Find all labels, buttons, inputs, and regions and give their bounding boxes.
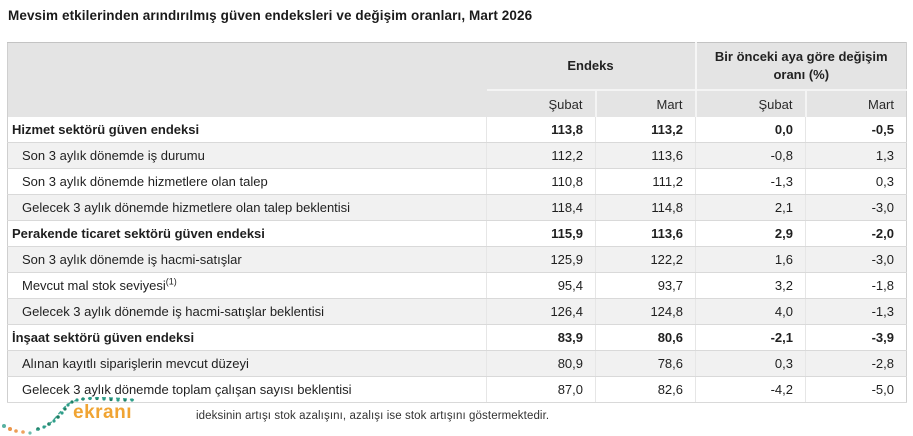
table-row: İnşaat sektörü güven endeksi 83,9 80,6 -2,1… bbox=[7, 324, 907, 351]
row-label: Gelecek 3 aylık dönemde iş hacmi-satışla… bbox=[7, 298, 487, 325]
row-label: Gelecek 3 aylık dönemde hizmetlere olan … bbox=[7, 194, 487, 221]
cell-value: 113,2 bbox=[595, 117, 696, 143]
cell-value: 87,0 bbox=[486, 376, 596, 403]
cell-value: -3,9 bbox=[805, 324, 907, 351]
cell-value: -0,8 bbox=[695, 142, 806, 169]
cell-value: 80,6 bbox=[595, 324, 696, 351]
table-row: Son 3 aylık dönemde iş hacmi-satışlar 125… bbox=[7, 246, 907, 273]
confidence-table: Endeks Bir önceki aya göre değişim oranı… bbox=[7, 42, 907, 403]
page-title: Mevsim etkilerinden arındırılmış güven e… bbox=[8, 8, 533, 23]
table-row: Hizmet sektörü güven endeksi 113,8 113,2 0,… bbox=[7, 117, 907, 143]
table-row: Son 3 aylık dönemde iş durumu 112,2 113,6-… bbox=[7, 142, 907, 169]
subheader-month-2: Şubat bbox=[694, 89, 806, 117]
row-label: Perakende ticaret sektörü güven endeksi bbox=[7, 220, 487, 247]
cell-value: 124,8 bbox=[595, 298, 696, 325]
header-group-row: Endeks Bir önceki aya göre değişim oranı… bbox=[7, 42, 907, 117]
cell-value: 113,8 bbox=[486, 117, 596, 143]
row-label: Son 3 aylık dönemde iş durumu bbox=[7, 142, 487, 169]
subheader-month-1: Mart bbox=[594, 89, 696, 117]
row-label: Alınan kayıtlı siparişlerin mevcut düzey… bbox=[7, 350, 487, 377]
logo-wordmark: ekranı bbox=[73, 402, 132, 423]
subheader-month-0: Şubat bbox=[486, 89, 596, 117]
row-label: Son 3 aylık dönemde iş hacmi-satışlar bbox=[7, 246, 487, 273]
cell-value: 0,3 bbox=[805, 168, 907, 195]
cell-value: -1,3 bbox=[695, 168, 806, 195]
table-row: Mevcut mal stok seviyesi(1) 95,4 93,7 3,2 -1… bbox=[7, 272, 907, 299]
cell-value: 95,4 bbox=[486, 272, 596, 299]
cell-value: 82,6 bbox=[595, 376, 696, 403]
cell-value: 1,3 bbox=[805, 142, 907, 169]
column-group-degisim-orani: Bir önceki aya göre değişim oranı (%) bbox=[694, 42, 907, 90]
footnote-marker: (1) bbox=[165, 276, 177, 287]
cell-value: -4,2 bbox=[695, 376, 806, 403]
cell-value: 1,6 bbox=[695, 246, 806, 273]
ekrani-logo: ekranı bbox=[0, 396, 195, 436]
cell-value: -3,0 bbox=[805, 194, 907, 221]
cell-value: -5,0 bbox=[805, 376, 907, 403]
cell-value: -1,3 bbox=[805, 298, 907, 325]
cell-value: 115,9 bbox=[486, 220, 596, 247]
table-row: Gelecek 3 aylık dönemde toplam çalışan s… bbox=[7, 376, 907, 403]
cell-value: 78,6 bbox=[595, 350, 696, 377]
cell-value: 111,2 bbox=[595, 168, 696, 195]
cell-value: 118,4 bbox=[486, 194, 596, 221]
row-label: Son 3 aylık dönemde hizmetlere olan tale… bbox=[7, 168, 487, 195]
cell-value: 4,0 bbox=[695, 298, 806, 325]
cell-value: 113,6 bbox=[595, 142, 696, 169]
cell-value: -2,8 bbox=[805, 350, 907, 377]
cell-value: 122,2 bbox=[595, 246, 696, 273]
row-label: İnşaat sektörü güven endeksi bbox=[7, 324, 487, 351]
cell-value: -3,0 bbox=[805, 246, 907, 273]
cell-value: -2,1 bbox=[695, 324, 806, 351]
cell-value: 112,2 bbox=[486, 142, 596, 169]
cell-value: 80,9 bbox=[486, 350, 596, 377]
cell-value: 2,9 bbox=[695, 220, 806, 247]
row-label: Hizmet sektörü güven endeksi bbox=[7, 117, 487, 143]
cell-value: 93,7 bbox=[595, 272, 696, 299]
subheader-month-3: Mart bbox=[804, 89, 907, 117]
table-row: Perakende ticaret sektörü güven endeksi 1… bbox=[7, 220, 907, 247]
cell-value: 0,0 bbox=[695, 117, 806, 143]
cell-value: 83,9 bbox=[486, 324, 596, 351]
cell-value: 110,8 bbox=[486, 168, 596, 195]
table-row: Gelecek 3 aylık dönemde hizmetlere olan … bbox=[7, 194, 907, 221]
cell-value: 0,3 bbox=[695, 350, 806, 377]
row-label: Gelecek 3 aylık dönemde toplam çalışan s… bbox=[7, 376, 487, 403]
footnote-text: ideksinin artışı stok azalışını, azalışı… bbox=[196, 410, 550, 422]
header-month-row: Şubat Mart Şubat Mart bbox=[8, 89, 907, 117]
cell-value: 126,4 bbox=[486, 298, 596, 325]
header-corner-cell bbox=[7, 42, 487, 117]
cell-value: 113,6 bbox=[595, 220, 696, 247]
cell-value: 125,9 bbox=[486, 246, 596, 273]
row-label: Mevcut mal stok seviyesi(1) bbox=[7, 272, 487, 299]
cell-value: 3,2 bbox=[695, 272, 806, 299]
cell-value: -2,0 bbox=[805, 220, 907, 247]
column-group-endeks: Endeks bbox=[486, 42, 696, 90]
confidence-table-wrapper: Endeks Bir önceki aya göre değişim oranı… bbox=[7, 42, 907, 403]
cell-value: -0,5 bbox=[805, 117, 907, 143]
cell-value: -1,8 bbox=[805, 272, 907, 299]
cell-value: 2,1 bbox=[695, 194, 806, 221]
logo-scatter-dots bbox=[2, 396, 137, 435]
table-row: Son 3 aylık dönemde hizmetlere olan tale… bbox=[7, 168, 907, 195]
cell-value: 114,8 bbox=[595, 194, 696, 221]
table-row: Gelecek 3 aylık dönemde iş hacmi-satışla… bbox=[7, 298, 907, 325]
table-row: Alınan kayıtlı siparişlerin mevcut düzey… bbox=[7, 350, 907, 377]
